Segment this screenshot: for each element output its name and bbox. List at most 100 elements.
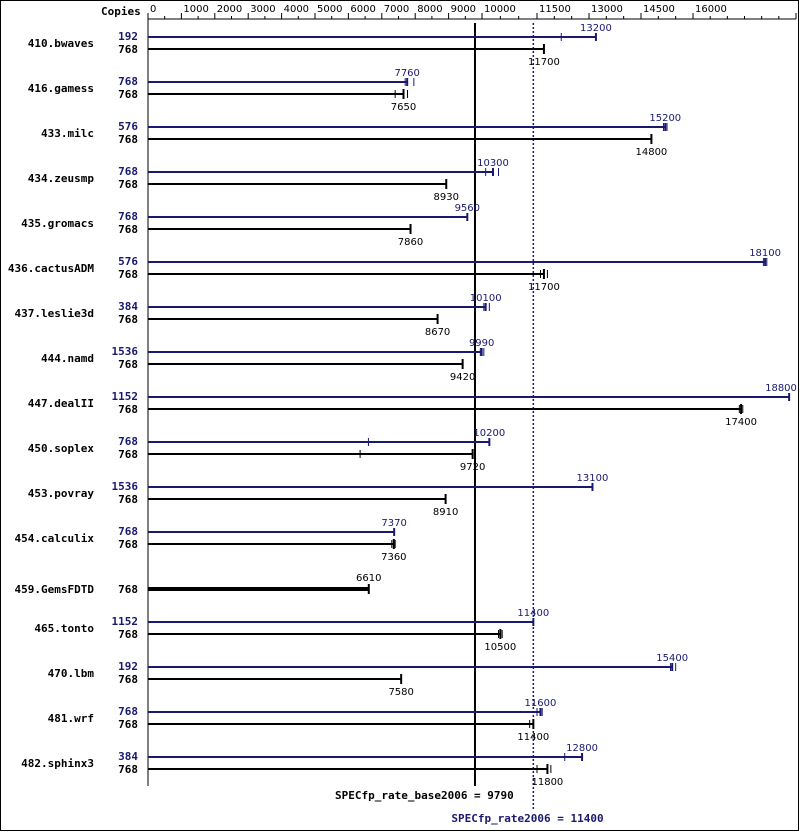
peak-value-label: 15400 (656, 653, 688, 664)
peak-value-label: 10100 (470, 293, 502, 304)
benchmark-name: 454.calculix (15, 532, 95, 545)
peak-copies: 1152 (112, 615, 139, 628)
base-copies: 768 (118, 538, 138, 551)
peak-copies: 768 (118, 75, 138, 88)
tick-label: 3000 (250, 4, 275, 15)
peak-value-label: 12800 (566, 743, 598, 754)
benchmark-name: 437.leslie3d (15, 307, 94, 320)
benchmark-name: 470.lbm (48, 667, 95, 680)
peak-value-label: 18100 (749, 248, 781, 259)
peak-copies: 576 (118, 120, 138, 133)
base-value-label: 7580 (388, 687, 413, 698)
benchmark-row: 453.povray 1536 13100 768 8910 (28, 473, 609, 518)
base-value-label: 7860 (398, 237, 423, 248)
base-value-label: 7650 (391, 102, 416, 113)
benchmark-row: 447.dealII 1152 18800 768 17400 (28, 383, 797, 428)
base-copies: 768 (118, 763, 138, 776)
reference-lines: SPECfp_rate_base2006 = 9790 SPECfp_rate20… (335, 23, 604, 825)
base-copies: 768 (118, 43, 138, 56)
peak-value-label: 10300 (477, 158, 509, 169)
peak-value-label: 7370 (381, 518, 406, 529)
benchmark-name: 447.dealII (28, 397, 94, 410)
peak-value-label: 18800 (765, 383, 797, 394)
benchmark-name: 482.sphinx3 (21, 757, 94, 770)
benchmark-name: 444.namd (41, 352, 94, 365)
peak-copies: 768 (118, 210, 138, 223)
base-value-label: 14800 (635, 147, 667, 158)
peak-copies: 1152 (112, 390, 139, 403)
base-value-label: 8930 (434, 192, 459, 203)
peak-copies: 192 (118, 30, 138, 43)
base-value-label: 11700 (528, 57, 560, 68)
peak-copies: 768 (118, 435, 138, 448)
peak-copies: 384 (118, 300, 138, 313)
base-value-label: 8910 (433, 507, 458, 518)
base-copies: 768 (118, 178, 138, 191)
peak-copies: 384 (118, 750, 138, 763)
peak-copies: 1536 (112, 480, 139, 493)
benchmark-name: 436.cactusADM (8, 262, 94, 275)
benchmark-name: 450.soplex (28, 442, 95, 455)
benchmark-row: 434.zeusmp 768 10300 768 8930 (28, 158, 509, 203)
benchmark-row: 435.gromacs 768 9560 768 7860 (21, 203, 480, 248)
tick-label: 9000 (451, 4, 476, 15)
benchmark-name: 410.bwaves (28, 37, 94, 50)
base-value-label: 10500 (484, 642, 516, 653)
benchmark-row: 416.gamess 768 7760 768 7650 (28, 68, 420, 113)
benchmark-name: 465.tonto (34, 622, 94, 635)
benchmark-row: 470.lbm 192 15400 768 7580 (48, 653, 688, 698)
base-copies: 768 (118, 223, 138, 236)
base-value-label: 11400 (517, 732, 549, 743)
base-copies: 768 (118, 133, 138, 146)
peak-value-label: 13200 (580, 23, 612, 34)
tick-label: 0 (150, 4, 156, 15)
tick-label: 13000 (591, 4, 623, 15)
benchmark-rows: 410.bwaves1921320076811700416.gamess7687… (8, 23, 797, 788)
peak-copies: 192 (118, 660, 138, 673)
benchmark-row: 459.GemsFDTD 768 6610 (15, 573, 382, 596)
peak-copies: 768 (118, 705, 138, 718)
tick-label: 1000 (183, 4, 208, 15)
benchmark-row: 410.bwaves 192 13200 768 11700 (28, 23, 612, 68)
benchmark-row: 454.calculix 768 7370 768 7360 (15, 518, 407, 563)
base-value-label: 11700 (528, 282, 560, 293)
base-value-label: 11800 (531, 777, 563, 788)
benchmark-row: 444.namd 1536 9990 768 9420 (41, 338, 494, 383)
x-axis: 0 1000 2000 3000 4000 5000 6000 7000 8000 9000 100… (147, 4, 799, 786)
peak-value-label: 7760 (394, 68, 419, 79)
peak-copies: 768 (118, 165, 138, 178)
peak-copies: 768 (118, 525, 138, 538)
tick-label: 4000 (284, 4, 309, 15)
benchmark-row: 482.sphinx3 384 12800 768 11800 (21, 743, 598, 788)
base-copies: 768 (118, 358, 138, 371)
reference-label: SPECfp_rate_base2006 = 9790 (335, 789, 514, 802)
tick-label: 16000 (695, 4, 727, 15)
tick-label: 7000 (384, 4, 409, 15)
base-copies: 768 (118, 628, 138, 641)
peak-copies: 576 (118, 255, 138, 268)
base-copies: 768 (118, 88, 138, 101)
peak-value-label: 9560 (455, 203, 480, 214)
benchmark-name: 434.zeusmp (28, 172, 95, 185)
benchmark-name: 416.gamess (28, 82, 94, 95)
tick-label: 10000 (484, 4, 516, 15)
peak-value-label: 9990 (469, 338, 494, 349)
tick-label: 6000 (350, 4, 375, 15)
copies-header: Copies (101, 5, 141, 18)
tick-label: 5000 (317, 4, 342, 15)
base-copies: 768 (118, 583, 138, 596)
benchmark-name: 433.milc (41, 127, 94, 140)
benchmark-name: 453.povray (28, 487, 95, 500)
base-value-label: 7360 (381, 552, 406, 563)
benchmark-name: 481.wrf (48, 712, 94, 725)
base-copies: 768 (118, 403, 138, 416)
tick-label: 2000 (217, 4, 242, 15)
peak-value-label: 15200 (649, 113, 681, 124)
base-copies: 768 (118, 448, 138, 461)
benchmark-row: 437.leslie3d 384 10100 768 8670 (15, 293, 502, 338)
base-value-label: 9420 (450, 372, 475, 383)
benchmark-row: 465.tonto 1152 11400 768 10500 (34, 608, 549, 653)
benchmark-row: 433.milc 576 15200 768 14800 (41, 113, 681, 158)
